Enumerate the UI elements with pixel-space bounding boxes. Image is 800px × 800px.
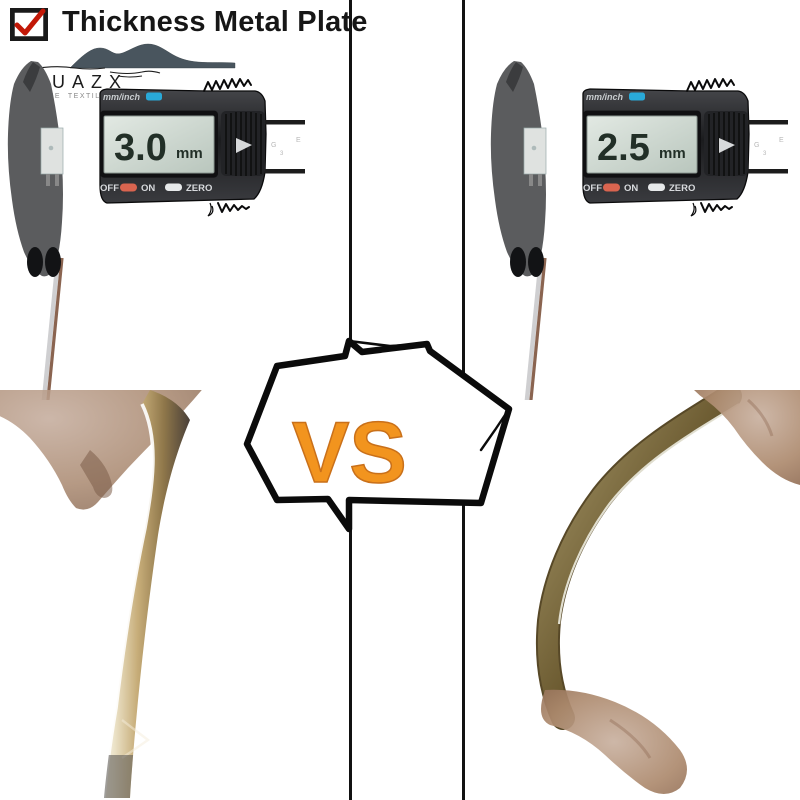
svg-text:cn 1: cn 1: [0, 578, 37, 610]
